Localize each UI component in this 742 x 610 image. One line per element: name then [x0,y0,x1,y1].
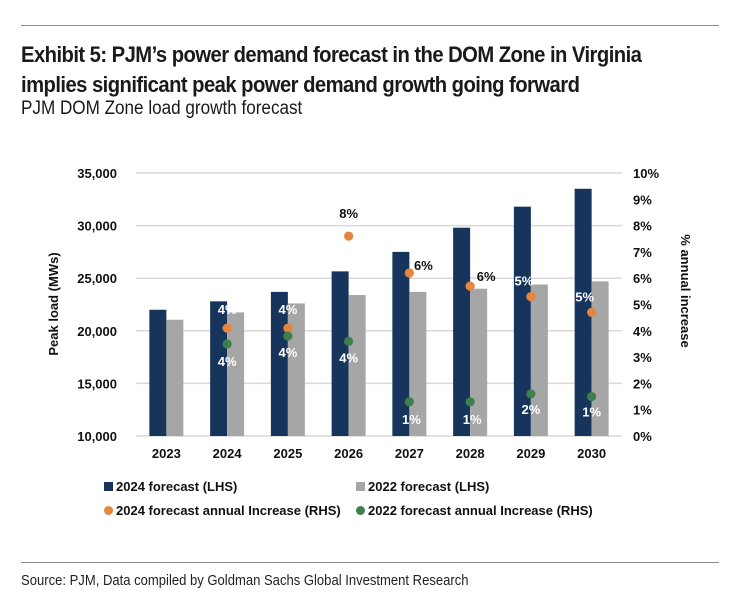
legend-swatch-navy [104,482,113,491]
y2-axis-title: % annual increase [678,234,693,347]
bar-2024-forecast [149,309,167,436]
legend-item-2024-increase: 2024 forecast annual Increase (RHS) [104,503,341,518]
bar-2022-forecast [287,303,305,436]
label-2022-increase: 1% [402,412,421,427]
bar-2024-forecast [392,251,410,436]
y2-tick-label: 4% [633,324,652,339]
legend-item-2022-increase: 2022 forecast annual Increase (RHS) [356,503,593,518]
label-2024-increase: 5% [514,274,533,289]
dot-2022-increase [344,336,354,346]
bar-2022-forecast [348,295,366,436]
y-axis-title: Peak load (MWs) [46,252,61,355]
legend-swatch-green [356,506,365,515]
y-tick-label: 10,000 [77,429,117,444]
y2-tick-label: 1% [633,403,652,418]
y-tick-label: 15,000 [77,376,117,391]
y2-tick-label: 9% [633,192,652,207]
axes: 10,000 15,000 20,000 25,000 30,000 35,000 0% 1%… [46,166,693,461]
bar-2022-forecast [166,319,184,436]
label-2022-increase: 1% [463,412,482,427]
legend-item-2024-forecast: 2024 forecast (LHS) [104,479,237,494]
data-labels: 4% 4% 4% 4% 8% 4% 6% 1% 6% 1% 5% 2% 5% 1% [218,206,602,427]
exhibit-title: Exhibit 5: PJM’s power demand forecast i… [21,40,665,100]
gridlines [136,172,622,437]
x-tick-label: 2024 [213,446,243,461]
label-2024-increase: 4% [278,302,297,317]
dots [222,231,597,407]
dot-2024-increase [344,231,354,241]
y2-tick-label: 7% [633,245,652,260]
y2-tick-label: 6% [633,271,652,286]
y2-tick-label: 5% [633,298,652,313]
legend-label: 2024 forecast (LHS) [116,479,238,494]
y2-tick-label: 3% [633,350,652,365]
label-2022-increase: 2% [521,402,540,417]
dot-2022-increase [526,389,536,399]
legend-item-2022-forecast: 2022 forecast (LHS) [356,479,489,494]
legend-label: 2024 forecast annual Increase (RHS) [116,503,341,518]
y2-tick-label: 2% [633,376,652,391]
y-tick-label: 35,000 [77,166,117,181]
x-tick-label: 2030 [577,446,606,461]
label-2024-increase: 6% [414,258,433,273]
source-note: Source: PJM, Data compiled by Goldman Sa… [21,573,469,589]
bar-2024-forecast [210,301,228,436]
bar-2024-forecast [513,206,531,436]
top-rule [21,25,719,26]
bottom-rule [21,562,719,563]
label-2022-increase: 1% [582,405,601,420]
y2-tick-label: 8% [633,219,652,234]
label-2024-increase: 8% [339,206,358,221]
legend-swatch-orange [104,506,113,515]
x-tick-label: 2025 [273,446,302,461]
label-2024-increase: 6% [477,269,496,284]
chart-subtitle: PJM DOM Zone load growth forecast [21,98,303,119]
dot-2022-increase [587,391,597,402]
y2-tick-label: 10% [633,166,659,181]
dot-2024-increase [404,268,414,278]
y-tick-label: 25,000 [77,271,117,286]
legend-label: 2022 forecast (LHS) [368,479,490,494]
x-tick-label: 2028 [456,446,485,461]
dot-2022-increase [222,339,232,349]
bar-2024-forecast [453,227,471,436]
bar-2022-forecast [409,291,427,436]
bar-2022-forecast [470,288,488,436]
legend-label: 2022 forecast annual Increase (RHS) [368,503,593,518]
label-2022-increase: 4% [339,350,358,365]
bar-2022-forecast [530,284,548,436]
label-2024-increase: 5% [575,289,594,304]
dot-2022-increase [404,397,414,407]
label-2022-increase: 4% [218,354,237,369]
x-tick-label: 2029 [516,446,545,461]
dot-2022-increase [465,397,475,407]
bar-2024-forecast [574,188,592,436]
y2-tick-label: 0% [633,429,652,444]
x-tick-label: 2026 [334,446,363,461]
dot-2024-increase [587,307,597,317]
dot-2022-increase [283,331,293,341]
y-tick-label: 20,000 [77,324,117,339]
legend-swatch-gray [356,482,365,491]
label-2022-increase: 4% [278,345,297,360]
label-2024-increase: 4% [218,302,237,317]
title-line-1: Exhibit 5: PJM’s power demand forecast i… [21,42,642,67]
dot-2024-increase [222,323,232,333]
dot-2024-increase [465,281,475,291]
bar-2024-forecast [331,271,349,436]
title-line-2: implies significant peak power demand gr… [21,72,580,97]
chart: 4% 4% 4% 4% 8% 4% 6% 1% 6% 1% 5% 2% 5% 1% 10,000 15,00… [46,166,693,461]
dot-2024-increase [283,323,293,333]
x-tick-label: 2023 [152,446,181,461]
x-tick-label: 2027 [395,446,424,461]
dot-2024-increase [526,292,536,302]
y-tick-label: 30,000 [77,219,117,234]
